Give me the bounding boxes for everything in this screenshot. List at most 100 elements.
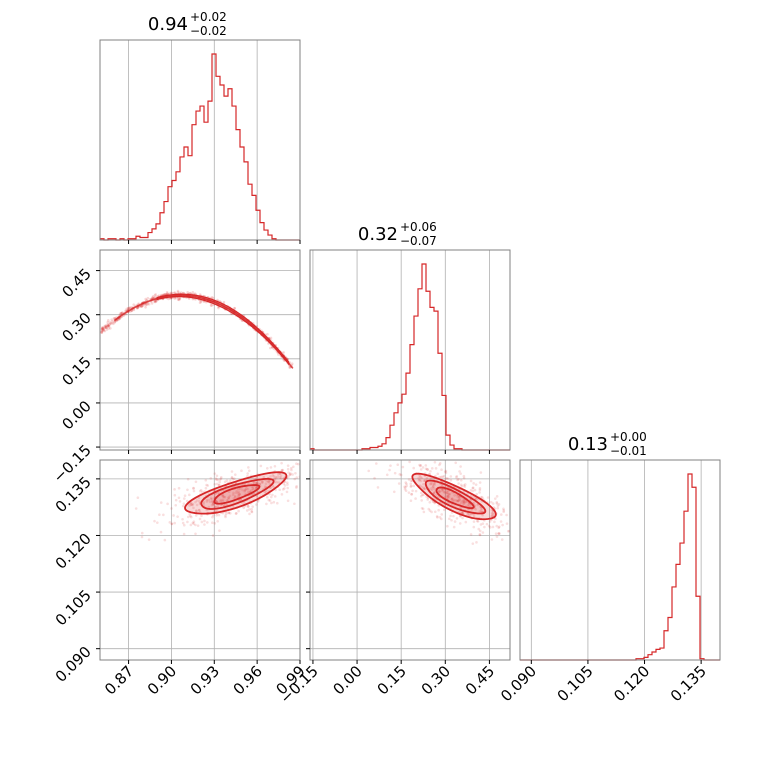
density-ridge — [113, 294, 294, 369]
sample-point — [494, 517, 497, 520]
sample-point — [430, 510, 433, 514]
sample-point — [453, 494, 456, 497]
sample-point — [213, 472, 217, 475]
sample-point — [491, 502, 495, 505]
sample-point — [375, 462, 378, 465]
sample-point — [100, 329, 104, 333]
sample-point — [165, 292, 169, 296]
sample-point — [188, 512, 191, 516]
sample-point — [206, 521, 209, 524]
sample-point — [446, 491, 449, 494]
sample-point — [278, 488, 282, 492]
sample-point — [247, 505, 250, 508]
sample-point — [490, 514, 494, 517]
sample-point — [307, 471, 310, 474]
sample-point — [177, 496, 181, 500]
sample-point — [197, 500, 201, 503]
sample-point — [251, 487, 255, 490]
sample-point — [265, 502, 268, 506]
sample-point — [455, 499, 459, 503]
sample-point — [186, 520, 189, 524]
sample-point — [248, 508, 251, 511]
sample-point — [403, 487, 407, 491]
sample-point — [153, 300, 157, 304]
sample-point — [216, 519, 219, 523]
sample-point — [391, 453, 394, 456]
sample-point — [403, 485, 406, 489]
sample-point — [216, 478, 220, 482]
sample-point — [166, 502, 169, 506]
sample-point — [460, 511, 464, 515]
sample-point — [485, 522, 489, 526]
sample-point — [436, 516, 439, 519]
sample-point — [472, 525, 476, 529]
sample-point — [233, 306, 236, 310]
sample-point — [425, 456, 428, 459]
sample-point — [233, 307, 236, 310]
sample-point — [401, 465, 405, 469]
sample-point — [217, 306, 220, 310]
sample-point — [140, 305, 144, 308]
sample-point — [422, 487, 425, 491]
sample-point — [265, 495, 269, 499]
sample-point — [426, 468, 429, 472]
sample-point — [419, 468, 423, 471]
sample-point — [227, 511, 231, 515]
sample-point — [102, 329, 105, 332]
sample-point — [488, 520, 492, 523]
sample-point — [236, 457, 239, 460]
sample-point — [414, 497, 417, 500]
sample-point — [112, 322, 115, 326]
sample-point — [476, 503, 479, 507]
y-tick-label: 0.45 — [58, 265, 94, 301]
sample-point — [191, 521, 195, 525]
sample-point — [202, 500, 205, 504]
sample-point — [215, 500, 219, 504]
sample-point — [107, 324, 111, 328]
sample-point — [505, 522, 509, 525]
sample-point — [396, 463, 400, 467]
sample-point — [440, 475, 443, 479]
sample-point — [480, 495, 484, 499]
sample-point — [176, 298, 180, 301]
sample-point — [234, 491, 238, 495]
sample-point — [478, 481, 482, 484]
sample-point — [104, 326, 108, 330]
sample-point — [210, 304, 213, 307]
sample-point — [211, 500, 214, 504]
sample-point — [433, 510, 437, 514]
sample-point — [238, 499, 241, 502]
sample-point — [203, 519, 206, 523]
sample-point — [276, 456, 279, 459]
sample-point — [100, 331, 103, 334]
sample-point — [445, 494, 449, 498]
sample-point — [170, 507, 173, 510]
sample-point — [418, 463, 421, 467]
sample-point — [410, 457, 413, 460]
sample-point — [194, 532, 197, 536]
sample-point — [192, 522, 195, 526]
sample-point — [277, 481, 281, 484]
sample-point — [144, 297, 147, 301]
sample-point — [492, 513, 496, 516]
sample-point — [281, 468, 285, 472]
x-tick-label: 0.96 — [230, 662, 266, 698]
sample-point — [213, 482, 217, 486]
sample-point — [218, 480, 221, 484]
sample-point — [490, 515, 493, 518]
sample-point — [299, 456, 302, 459]
sample-point — [242, 501, 246, 505]
sample-point — [159, 530, 163, 534]
y-tick-label: 0.15 — [58, 353, 94, 389]
sample-point — [277, 472, 280, 476]
sample-point — [105, 326, 108, 329]
sample-point — [471, 489, 475, 493]
sample-point — [103, 329, 107, 333]
sample-point — [190, 503, 193, 506]
sample-point — [195, 509, 198, 513]
grid-layer — [100, 40, 702, 660]
sample-point — [385, 473, 389, 477]
sample-point — [291, 473, 294, 476]
sample-point — [316, 467, 319, 470]
sample-point — [272, 475, 276, 478]
